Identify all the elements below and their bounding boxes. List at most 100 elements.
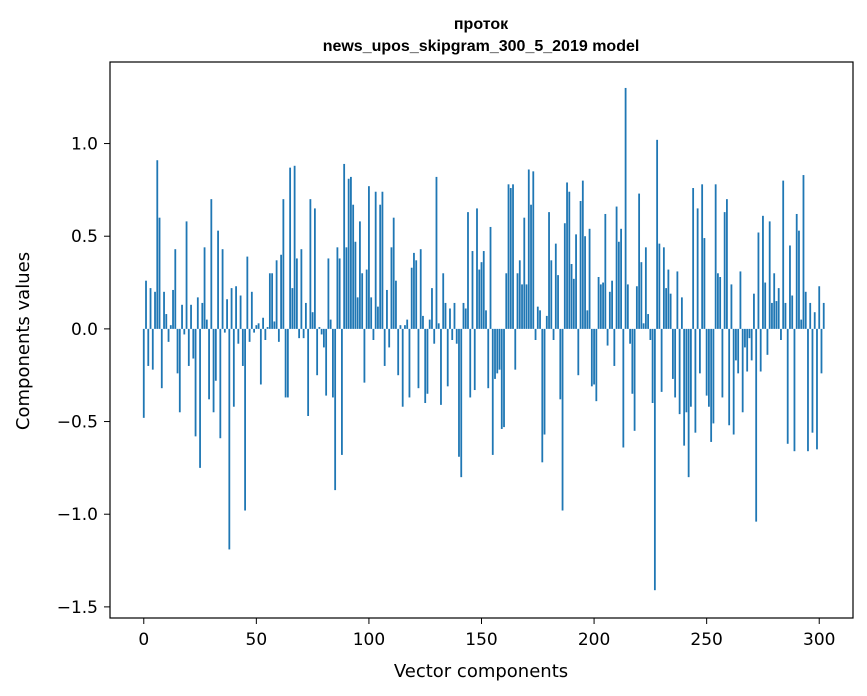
bar xyxy=(332,328,334,398)
bar xyxy=(816,328,818,450)
bar xyxy=(613,328,616,366)
bar xyxy=(178,328,181,413)
bar xyxy=(595,328,598,402)
bar xyxy=(482,251,485,329)
bar xyxy=(784,302,787,329)
bar xyxy=(392,217,395,329)
bar xyxy=(313,208,316,329)
bar xyxy=(685,328,688,413)
bar xyxy=(687,328,690,478)
bar xyxy=(660,328,663,392)
bar xyxy=(552,328,555,340)
bar xyxy=(433,328,436,344)
bar xyxy=(291,288,294,329)
x-tick-label: 50 xyxy=(246,630,268,650)
x-tick-label: 150 xyxy=(465,630,497,650)
bar xyxy=(446,328,449,387)
bar xyxy=(259,328,262,385)
bar xyxy=(485,310,487,329)
bar xyxy=(350,176,352,329)
bar xyxy=(530,204,532,329)
bar xyxy=(581,180,584,329)
bar xyxy=(262,317,264,329)
bar xyxy=(203,247,206,329)
bar xyxy=(449,308,451,329)
y-tick-label: 0.0 xyxy=(71,320,98,340)
bar xyxy=(545,315,548,329)
bar xyxy=(746,328,749,372)
bar xyxy=(525,284,528,329)
bar xyxy=(295,258,298,329)
bar xyxy=(791,295,794,329)
bar xyxy=(237,328,240,344)
bar xyxy=(658,243,661,329)
bar xyxy=(419,249,422,329)
bar xyxy=(359,221,361,329)
bar xyxy=(689,328,692,407)
bar xyxy=(347,178,350,329)
bar xyxy=(341,328,343,455)
plot-frame xyxy=(109,61,854,619)
bar xyxy=(187,328,190,366)
bar xyxy=(818,286,821,329)
y-axis-ticks: −1.5 −1.0 −0.5 0.0 0.5 1.0 xyxy=(57,135,110,618)
bar xyxy=(151,328,154,370)
y-tick-label: −0.5 xyxy=(57,413,98,433)
bar xyxy=(559,328,562,400)
x-tick-label: 200 xyxy=(578,630,610,650)
bar xyxy=(699,328,701,374)
bar xyxy=(775,301,778,329)
bar xyxy=(696,208,699,329)
bar xyxy=(199,328,201,468)
bar xyxy=(617,241,620,329)
bar xyxy=(354,241,357,329)
x-tick-label: 300 xyxy=(803,630,835,650)
bar xyxy=(480,262,483,329)
bar xyxy=(232,328,235,407)
bar xyxy=(201,302,204,329)
bar xyxy=(759,328,762,372)
bar xyxy=(550,260,553,329)
bar xyxy=(786,328,789,444)
bar xyxy=(181,304,183,329)
bar xyxy=(422,315,424,329)
bar xyxy=(494,328,496,379)
bar xyxy=(602,282,604,329)
bar xyxy=(266,327,269,329)
bar xyxy=(674,328,677,398)
bar xyxy=(762,215,764,329)
bar xyxy=(368,186,370,329)
x-axis-ticks: 0 50 100 150 200 250 300 xyxy=(138,618,835,650)
bar xyxy=(642,323,645,329)
bar xyxy=(653,328,656,591)
bar xyxy=(728,328,731,426)
bar xyxy=(795,213,798,329)
bar xyxy=(214,328,217,381)
bar xyxy=(665,288,668,329)
bar xyxy=(275,260,278,329)
bar xyxy=(626,284,629,329)
bar xyxy=(165,314,168,329)
bar xyxy=(388,328,391,348)
bar xyxy=(635,286,638,329)
bar xyxy=(154,291,156,329)
bar xyxy=(518,260,521,329)
bar xyxy=(768,221,771,329)
y-tick-label: −1.0 xyxy=(57,505,98,525)
bar xyxy=(379,204,382,329)
bar xyxy=(293,165,296,329)
bar xyxy=(543,328,546,435)
bar xyxy=(744,328,746,348)
bar xyxy=(503,328,505,428)
bar xyxy=(800,319,803,329)
bar xyxy=(167,328,170,342)
bar xyxy=(395,280,397,329)
bar xyxy=(527,169,530,329)
bar xyxy=(647,314,650,329)
bar xyxy=(766,328,769,355)
bar xyxy=(802,175,805,329)
bar xyxy=(298,328,301,339)
bar xyxy=(338,258,341,329)
bar xyxy=(554,243,557,329)
bar xyxy=(467,212,469,329)
